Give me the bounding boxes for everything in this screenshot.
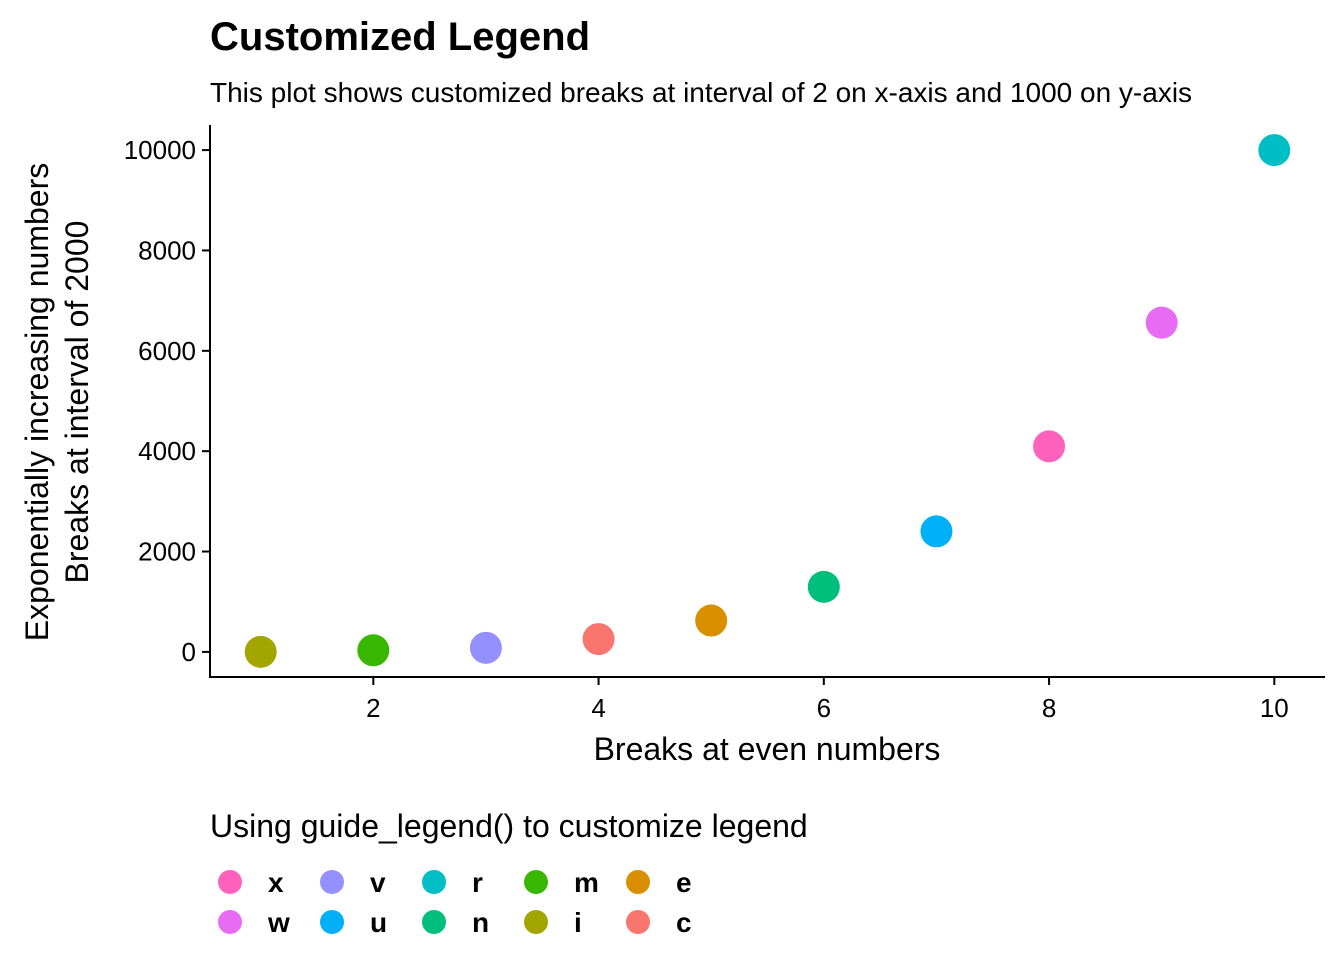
legend-title: Using guide_legend() to customize legend	[210, 808, 808, 844]
legend-key-e	[626, 870, 650, 894]
data-point-e	[695, 604, 728, 637]
x-tick-label: 2	[366, 693, 380, 723]
data-point-m	[357, 634, 390, 667]
y-tick-label: 10000	[124, 135, 196, 165]
legend-key-m	[524, 870, 548, 894]
legend-label-m: m	[574, 867, 599, 898]
legend-key-w	[218, 910, 242, 934]
y-tick-label: 6000	[138, 336, 196, 366]
chart-title: Customized Legend	[210, 15, 590, 59]
legend-label-n: n	[472, 907, 489, 938]
y-tick-label: 4000	[138, 436, 196, 466]
legend-label-x: x	[268, 867, 284, 898]
x-tick-label: 10	[1260, 693, 1289, 723]
legend-key-v	[320, 870, 344, 894]
legend-label-c: c	[676, 907, 692, 938]
data-point-n	[807, 570, 840, 603]
y-axis-title-line-2: Breaks at interval of 2000	[59, 221, 95, 584]
legend-key-n	[422, 910, 446, 934]
legend-label-r: r	[472, 867, 483, 898]
chart-subtitle: This plot shows customized breaks at int…	[210, 77, 1192, 108]
legend-key-r	[422, 870, 446, 894]
data-point-v	[469, 631, 502, 664]
legend-label-e: e	[676, 867, 692, 898]
x-tick-label: 6	[817, 693, 831, 723]
x-tick-label: 8	[1042, 693, 1056, 723]
y-axis-title-line-1: Exponentially increasing numbers	[19, 163, 55, 641]
data-point-c	[582, 623, 615, 656]
data-point-x	[1033, 430, 1066, 463]
data-points	[244, 134, 1291, 668]
legend-label-i: i	[574, 907, 582, 938]
legend-label-v: v	[370, 867, 386, 898]
x-axis-title: Breaks at even numbers	[594, 731, 941, 767]
legend-label-w: w	[267, 907, 290, 938]
data-point-u	[920, 515, 953, 548]
legend-key-x	[218, 870, 242, 894]
y-tick-label: 2000	[138, 537, 196, 567]
legend-label-u: u	[370, 907, 387, 938]
y-tick-label: 0	[182, 637, 196, 667]
y-ticks: 0 2000 4000 6000 8000 10000	[124, 135, 210, 667]
legend: xw vu rn mi ec	[218, 867, 692, 938]
legend-key-i	[524, 910, 548, 934]
x-tick-label: 4	[591, 693, 605, 723]
y-axis-title: Exponentially increasing numbers Breaks …	[19, 163, 95, 641]
data-point-i	[244, 635, 277, 668]
y-tick-label: 8000	[138, 235, 196, 265]
legend-key-u	[320, 910, 344, 934]
legend-key-c	[626, 910, 650, 934]
x-ticks: 2 4 6 8 10	[366, 677, 1289, 723]
data-point-r	[1258, 134, 1291, 167]
data-point-w	[1145, 306, 1178, 339]
